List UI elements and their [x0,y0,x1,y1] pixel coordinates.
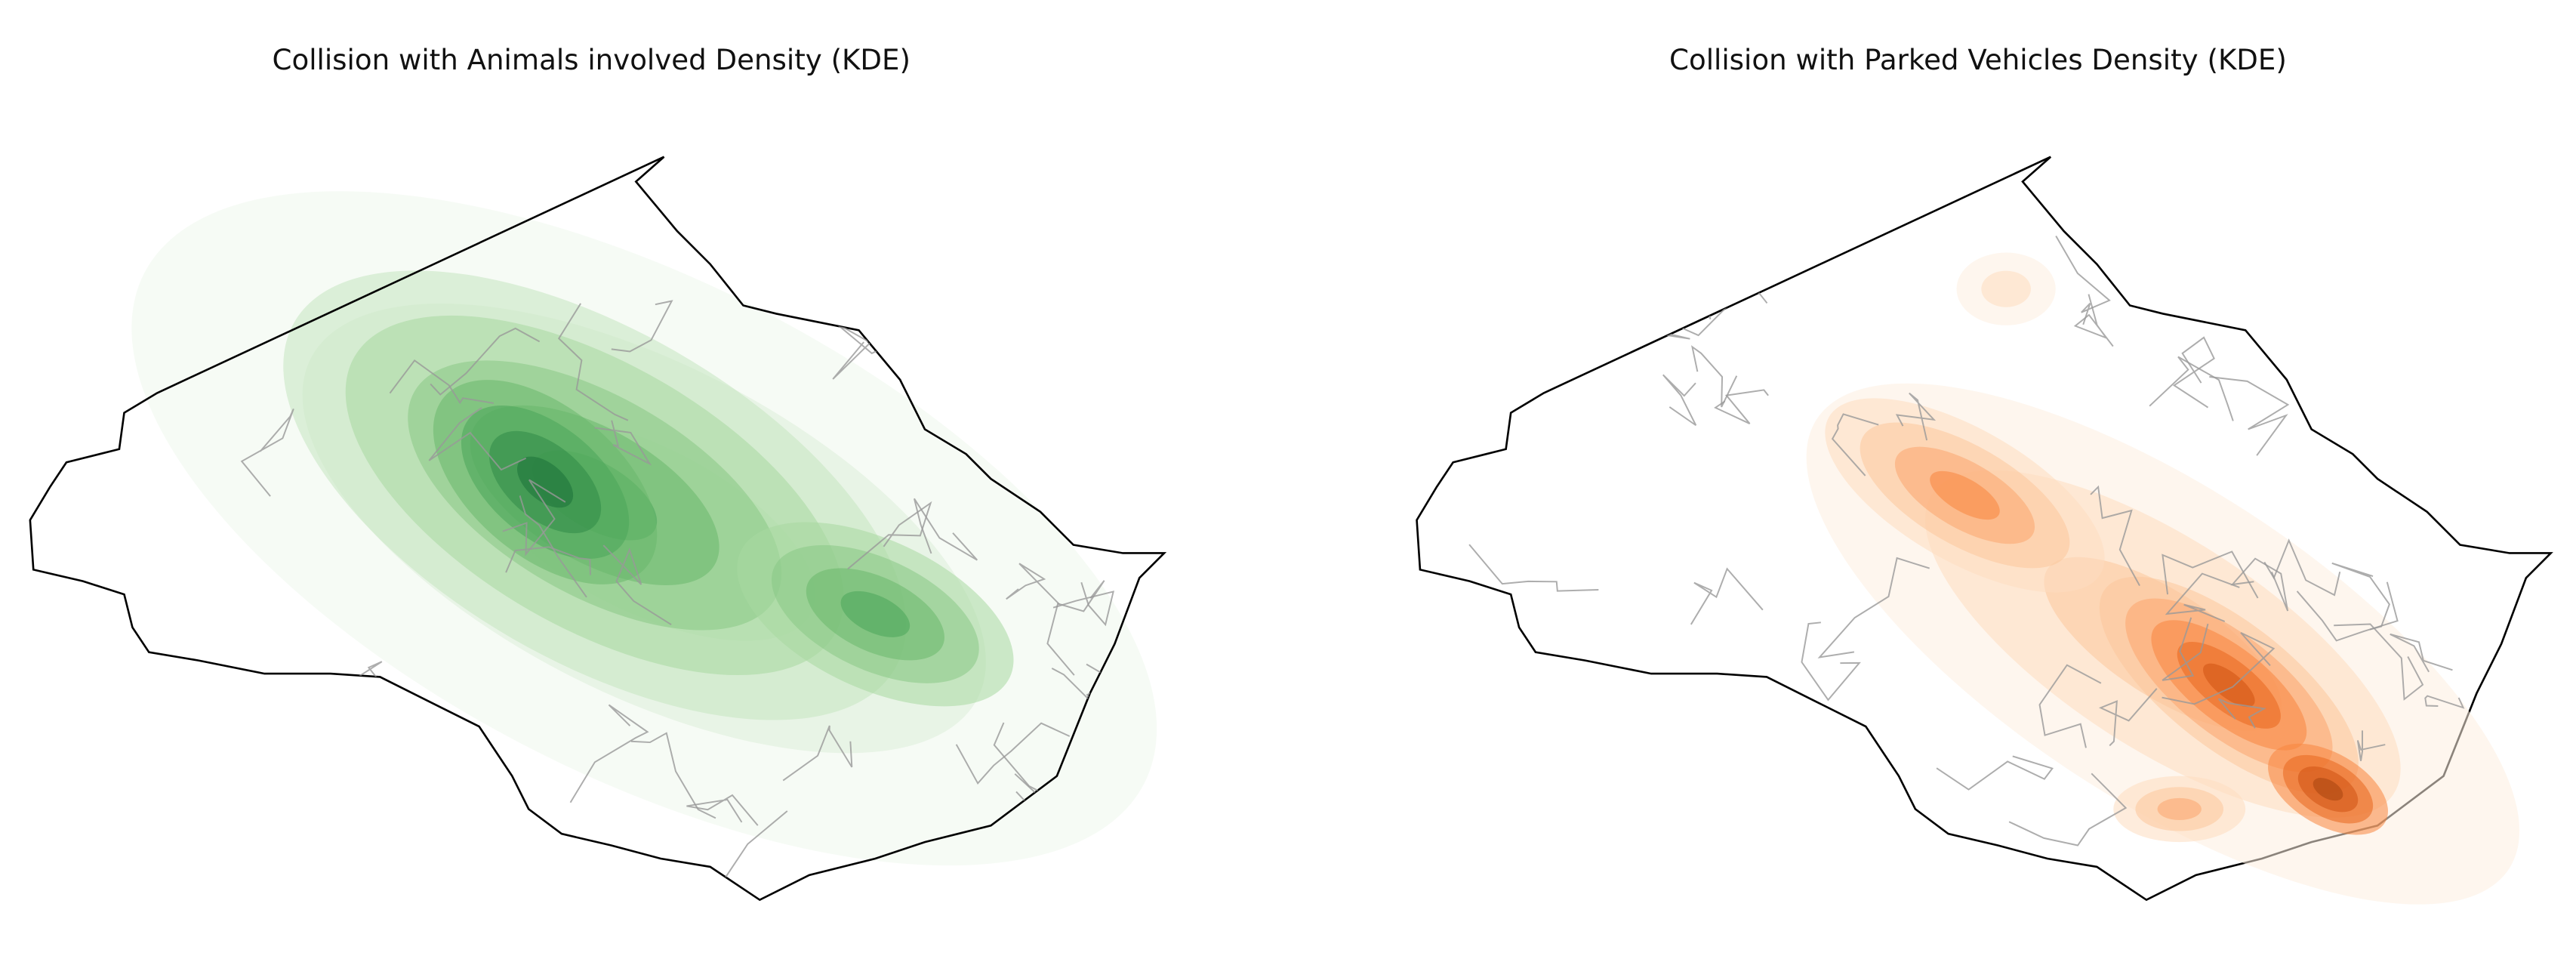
district-line [389,359,495,405]
district-line [611,300,673,353]
district-line [2165,572,2240,622]
district-line [630,732,716,819]
district-line [942,304,1083,365]
district-line [1831,413,1879,476]
map-title: Collision with Animals involved Density … [273,43,911,76]
district-line [932,282,1011,355]
district-line [2038,664,2102,748]
district-line [2168,232,2238,311]
density-level [840,591,911,637]
district-line [942,372,1012,413]
district-line [955,722,1071,785]
district-line [179,785,223,825]
district-line [557,303,629,421]
district-line [430,327,541,396]
district-line [883,289,941,372]
district-line [2098,688,2158,747]
district-line [2090,485,2140,587]
district-line [240,408,294,497]
district-line [847,501,932,570]
district-line [594,420,652,466]
district-line [602,544,672,625]
district-line [1801,621,1861,702]
density-level [2157,797,2202,820]
district-line [2334,623,2424,701]
density-level [1981,270,2031,307]
district-line [2073,294,2114,347]
district-line [2390,633,2453,673]
district-line [2008,773,2128,847]
district-line [1006,563,1060,605]
district-line [1895,392,1937,441]
district-line [1817,557,1930,658]
district-line [1046,580,1105,676]
district-line [428,738,463,817]
district-line [2424,695,2465,709]
district-line [2149,356,2234,421]
density-level [2203,663,2255,708]
district-line [1468,544,1599,592]
district-line [1664,256,1736,337]
district-line [1805,831,1900,866]
district-line [1052,581,1114,627]
district-line [428,407,527,471]
district-line [1662,374,1697,427]
district-line [1740,238,1785,304]
district-line [1017,201,1126,305]
district-line [2296,581,2399,642]
district-line [199,695,264,748]
density-level [517,456,574,508]
district-line [1023,251,1043,304]
district-line [2172,336,2215,409]
density-level [1930,470,2000,520]
district-line [2439,230,2515,293]
density-green [131,191,1157,866]
density-level [2313,778,2343,801]
district-line [1006,358,1055,414]
district-line [502,479,566,557]
map-left [29,156,1166,901]
district-line [1690,345,1738,408]
district-line [782,725,853,782]
district-line [2162,631,2276,705]
district-line [2230,557,2289,612]
district-line [1066,447,1103,507]
district-line [1632,268,1730,307]
district-line [2217,698,2266,729]
district-line [2162,617,2209,681]
district-line [505,546,591,575]
district-line [569,704,649,803]
district-line [519,495,587,598]
district-line [2263,538,2341,597]
map-right [1416,156,2553,905]
district-line [1690,567,1764,625]
district-line [1714,389,1769,424]
district-line [1595,251,1661,319]
district-line [2162,550,2259,599]
district-line [914,498,978,561]
district-line [345,661,408,735]
district-line [2356,730,2386,761]
density-orange [1806,252,2520,905]
district-line [2055,235,2111,325]
district-line [1936,755,2054,791]
map-title: Collision with Parked Vehicles Density (… [1669,43,2287,76]
district-line [2209,375,2290,456]
